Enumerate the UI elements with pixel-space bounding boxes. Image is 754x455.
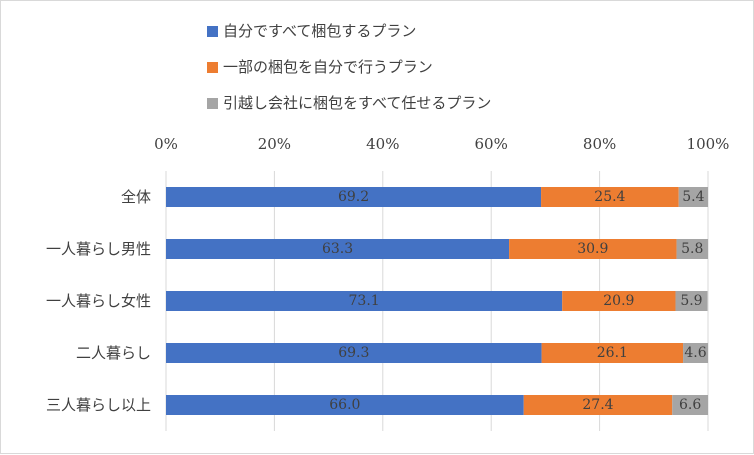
- data-label-1-series-2: 25.4: [594, 189, 625, 205]
- data-label-2-series-3: 5.8: [681, 241, 703, 257]
- x-axis-ticks: 0% 20% 40% 60% 80% 100%: [154, 135, 729, 153]
- data-label-4-series-3: 4.6: [684, 345, 706, 361]
- category-label-5: 三人暮らし以上: [46, 396, 151, 414]
- bar-1-series-2: [541, 187, 679, 207]
- x-tick-label-4: 80%: [583, 135, 616, 153]
- bar-4-series-2: [541, 343, 684, 363]
- bar-5-series-1: [166, 395, 524, 415]
- bar-3-series-1: [166, 291, 563, 311]
- bar-3-series-3: [675, 291, 708, 311]
- bar-4-series-3: [683, 343, 708, 363]
- data-label-2-series-1: 63.3: [322, 241, 353, 257]
- x-tick-label-5: 100%: [687, 135, 730, 153]
- data-label-5-series-3: 6.6: [679, 397, 701, 413]
- data-label-4-series-2: 26.1: [597, 345, 628, 361]
- data-label-1-series-3: 5.4: [682, 189, 704, 205]
- bar-5-series-3: [672, 395, 708, 415]
- legend-swatch-1: [207, 26, 218, 37]
- bar-4-series-1: [166, 343, 542, 363]
- bar-1-series-1: [166, 187, 542, 207]
- data-label-3-series-2: 20.9: [603, 293, 634, 309]
- data-labels: 69.2 25.4 5.4 63.3 30.9 5.8 73.1 20.9 5.9 69.3 26.…: [322, 189, 707, 413]
- category-label-4: 二人暮らし: [76, 344, 151, 362]
- bar-1-series-3: [678, 187, 708, 207]
- legend-swatch-2: [207, 62, 218, 73]
- bar-5-series-2: [523, 395, 673, 415]
- bar-3-series-2: [562, 291, 676, 311]
- data-label-2-series-2: 30.9: [577, 241, 608, 257]
- x-tick-label-1: 20%: [258, 135, 291, 153]
- category-label-1: 全体: [121, 188, 151, 206]
- x-tick-label-2: 40%: [366, 135, 399, 153]
- legend-swatch-3: [207, 98, 218, 109]
- category-label-3: 一人暮らし女性: [46, 292, 151, 310]
- category-label-2: 一人暮らし男性: [46, 240, 151, 258]
- data-label-3-series-3: 5.9: [680, 293, 702, 309]
- bar-2-series-3: [676, 239, 708, 259]
- legend-label-2: 一部の梱包を自分で行うプラン: [223, 58, 433, 76]
- x-tick-label-0: 0%: [154, 135, 178, 153]
- legend-label-1: 自分ですべて梱包するプラン: [223, 22, 416, 40]
- data-label-3-series-1: 73.1: [349, 293, 380, 309]
- data-label-5-series-2: 27.4: [582, 397, 613, 413]
- bar-2-series-1: [166, 239, 510, 259]
- legend-label-3: 引越し会社に梱包をすべて任せるプラン: [223, 94, 491, 112]
- bars: [166, 187, 708, 415]
- legend: 自分ですべて梱包するプラン一部の梱包を自分で行うプラン引越し会社に梱包をすべて任…: [207, 22, 491, 112]
- data-label-5-series-1: 66.0: [329, 397, 360, 413]
- data-label-4-series-1: 69.3: [338, 345, 369, 361]
- bar-2-series-2: [509, 239, 677, 259]
- data-label-1-series-1: 69.2: [338, 189, 369, 205]
- x-tick-label-3: 60%: [475, 135, 508, 153]
